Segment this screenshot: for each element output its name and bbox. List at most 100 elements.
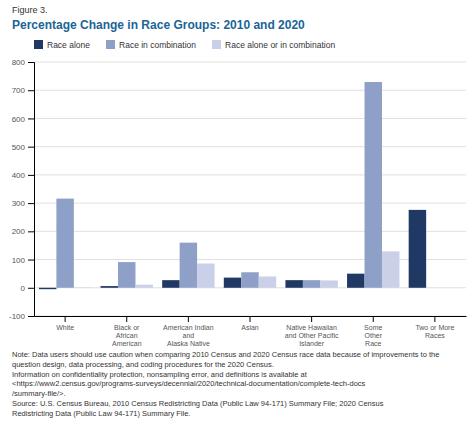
x-tick-label-line: Other xyxy=(364,332,382,339)
y-tick-label: 200 xyxy=(12,227,26,236)
chart: Figure 3. Percentage Change in Race Group… xyxy=(0,0,474,350)
x-tick-label-line: Islander xyxy=(299,340,325,347)
y-tick-mark xyxy=(28,231,34,232)
y-tick: 0 xyxy=(21,284,34,293)
bar xyxy=(320,280,337,287)
x-tick-label: White xyxy=(56,324,74,331)
legend-swatch xyxy=(212,40,221,49)
x-tick: SomeOtherRace xyxy=(364,316,383,347)
bar-series xyxy=(56,82,382,288)
x-tick-label: SomeOtherRace xyxy=(364,324,383,347)
x-tick-mark xyxy=(250,316,251,322)
x-tick-label: Two or MoreRaces xyxy=(415,324,454,339)
note-text: Note: Data users should use caution when… xyxy=(12,350,462,418)
y-tick-mark xyxy=(28,288,34,289)
x-axis: White Black orAfricanAmerican American Ind… xyxy=(35,316,467,347)
x-tick-label-line: Race xyxy=(365,340,381,347)
y-tick-mark xyxy=(28,147,34,148)
note: Note: Data users should use caution when… xyxy=(12,350,462,418)
y-axis: -100 0 100 200 300 400 500 600 700 800 xyxy=(9,58,35,321)
y-tick: 400 xyxy=(12,171,34,180)
bar xyxy=(303,280,320,288)
x-tick-mark xyxy=(311,316,312,322)
legend-label: Race alone xyxy=(47,40,90,50)
y-tick-mark xyxy=(28,62,34,63)
x-tick: Asian xyxy=(241,316,259,331)
bar xyxy=(285,280,302,288)
x-tick-label-line: African xyxy=(116,332,138,339)
bar xyxy=(56,199,73,288)
y-axis-line xyxy=(28,63,35,317)
x-tick-label-line: Two or More xyxy=(415,324,454,331)
grid-line xyxy=(34,62,466,63)
y-tick-label: 100 xyxy=(12,256,26,265)
y-tick-mark xyxy=(28,90,34,91)
y-tick-label: 300 xyxy=(12,199,26,208)
grid-line xyxy=(34,174,466,175)
legend-label: Race alone or in combination xyxy=(225,40,335,50)
x-tick-mark xyxy=(126,316,127,322)
bar xyxy=(426,287,443,288)
bar xyxy=(444,287,461,288)
legend-label: Race in combination xyxy=(119,40,196,50)
x-tick: Two or MoreRaces xyxy=(415,316,454,339)
x-tick: Native Hawaiianand Other PacificIslander xyxy=(285,316,339,347)
y-tick: -100 xyxy=(9,312,34,321)
y-tick-mark xyxy=(28,118,34,119)
bar xyxy=(241,272,258,288)
x-tick: Black orAfricanAmerican xyxy=(112,316,142,347)
y-tick: 700 xyxy=(12,86,34,95)
y-tick: 500 xyxy=(12,143,34,152)
bar xyxy=(162,280,179,288)
bar xyxy=(259,276,276,287)
x-tick-label-line: Races xyxy=(425,332,445,339)
bar xyxy=(74,287,91,288)
x-tick-label-line: American xyxy=(112,340,142,347)
grid-line xyxy=(34,259,466,260)
y-tick: 200 xyxy=(12,227,34,236)
y-tick-label: 700 xyxy=(12,86,26,95)
x-tick-label-line: and xyxy=(183,332,195,339)
x-tick-mark xyxy=(188,316,189,322)
x-tick-mark xyxy=(373,316,374,322)
x-tick-label-line: and Other Pacific xyxy=(285,332,339,339)
y-tick-mark xyxy=(28,316,34,317)
grid-line xyxy=(34,118,466,119)
figure-label: Figure 3. xyxy=(12,5,48,15)
y-tick: 800 xyxy=(12,58,34,67)
bar xyxy=(180,243,197,288)
bar xyxy=(409,210,426,288)
y-tick-label: 800 xyxy=(12,58,26,67)
bar xyxy=(101,286,118,288)
x-tick-label: American IndianandAlaska Native xyxy=(163,324,214,347)
x-tick-label-line: Native Hawaiian xyxy=(286,324,337,331)
y-tick-label: 400 xyxy=(12,171,26,180)
x-tick-label-line: Alaska Native xyxy=(167,340,210,347)
x-tick-label-line: Asian xyxy=(241,324,259,331)
grid-line xyxy=(34,203,466,204)
grid-line xyxy=(34,146,466,147)
y-tick-mark xyxy=(28,175,34,176)
bar xyxy=(135,285,152,288)
y-tick-mark xyxy=(28,203,34,204)
y-tick-label: 600 xyxy=(12,115,26,124)
x-tick-mark xyxy=(65,316,66,322)
y-tick-label: -100 xyxy=(9,312,26,321)
x-tick-label: Native Hawaiianand Other PacificIslander xyxy=(285,324,339,347)
x-tick-label: Black orAfricanAmerican xyxy=(112,324,142,347)
grid-line xyxy=(34,90,466,91)
title: Percentage Change in Race Groups: 2010 a… xyxy=(12,18,305,32)
bar-series xyxy=(74,251,400,287)
bars xyxy=(39,82,426,289)
y-tick-label: 500 xyxy=(12,143,26,152)
bar xyxy=(224,278,241,288)
y-tick: 600 xyxy=(12,115,34,124)
bar xyxy=(365,82,382,288)
y-tick: 300 xyxy=(12,199,34,208)
bar xyxy=(382,251,399,287)
x-tick: American IndianandAlaska Native xyxy=(163,316,214,347)
y-tick-mark xyxy=(28,260,34,261)
legend-swatch xyxy=(106,40,115,49)
y-tick: 100 xyxy=(12,256,34,265)
grid xyxy=(34,62,466,316)
